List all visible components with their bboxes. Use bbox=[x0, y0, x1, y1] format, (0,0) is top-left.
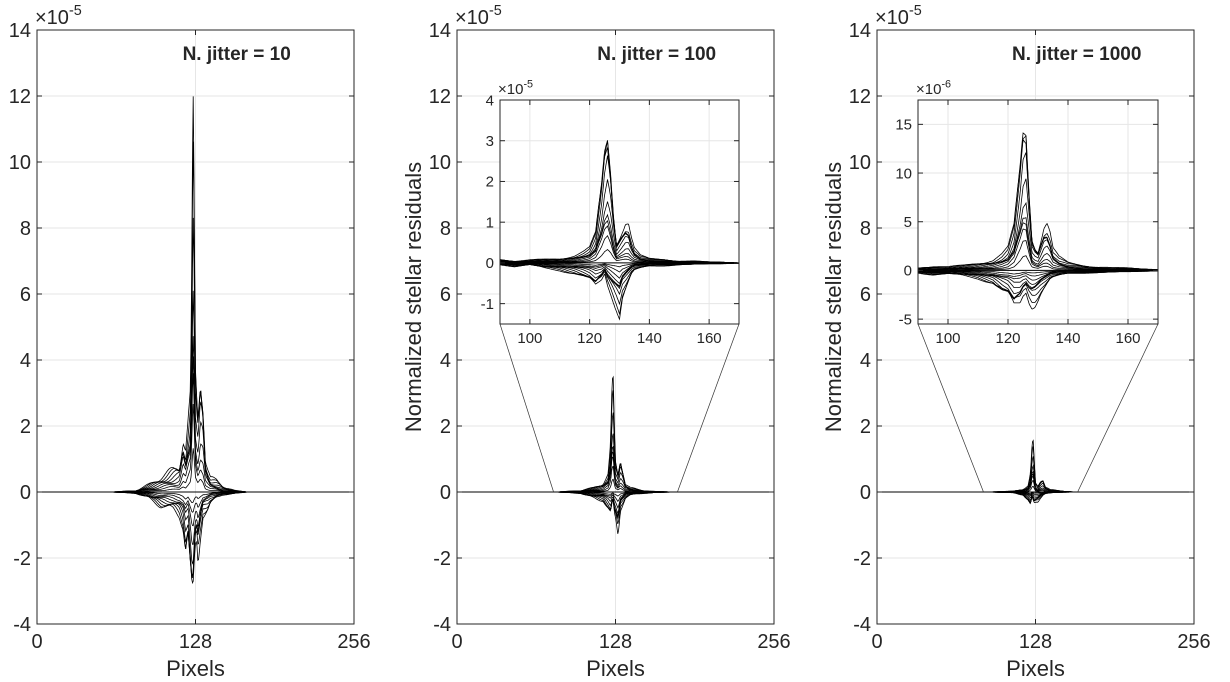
chart-panel-right-lower-trace bbox=[877, 491, 1194, 494]
x-tick-label: 160 bbox=[1115, 330, 1140, 347]
y-tick-label: -4 bbox=[13, 614, 31, 636]
y-tick-label: 1 bbox=[486, 214, 494, 231]
chart-panel-left-x-axis-label: Pixels bbox=[166, 656, 225, 681]
y-tick-label: 3 bbox=[486, 133, 494, 150]
y-tick-label: -2 bbox=[853, 548, 871, 570]
y-exponent-power: -5 bbox=[523, 78, 533, 90]
chart-panel-right-x-axis-label: Pixels bbox=[1006, 656, 1065, 681]
y-exponent-power: -6 bbox=[941, 78, 951, 90]
y-tick-label: 0 bbox=[20, 482, 31, 504]
y-tick-label: 12 bbox=[9, 86, 31, 108]
y-tick-label: 4 bbox=[20, 350, 31, 372]
chart-panel-middle-zoom-connector bbox=[677, 323, 740, 493]
y-tick-label: 0 bbox=[904, 263, 912, 280]
chart-panel-right-inset-lower-trace bbox=[918, 270, 1158, 275]
x-tick-label: 140 bbox=[1055, 330, 1080, 347]
chart-panel-right-y-axis-label: Normalized stellar residuals bbox=[821, 162, 846, 432]
y-tick-label: 10 bbox=[849, 152, 871, 174]
chart-panel-middle-zoom-connector bbox=[499, 323, 554, 493]
y-tick-label: 4 bbox=[486, 92, 494, 109]
y-tick-label: 0 bbox=[860, 482, 871, 504]
chart-panel-middle-x-axis-label: Pixels bbox=[586, 656, 645, 681]
y-exponent-power: -5 bbox=[909, 3, 922, 19]
x-tick-label: 100 bbox=[935, 330, 960, 347]
chart-panel-right-zoom-connector bbox=[917, 323, 984, 493]
chart-panel-middle-y-axis-label: Normalized stellar residuals bbox=[401, 162, 426, 432]
chart-panel-left-title: N. jitter = 10 bbox=[183, 44, 291, 65]
y-tick-label: -4 bbox=[853, 614, 871, 636]
x-tick-label: 120 bbox=[995, 330, 1020, 347]
y-tick-label: -1 bbox=[481, 296, 494, 313]
y-tick-label: 0 bbox=[440, 482, 451, 504]
chart-panel-right-inset-background bbox=[918, 100, 1158, 324]
y-tick-label: 10 bbox=[429, 152, 451, 174]
y-tick-label: 10 bbox=[9, 152, 31, 174]
chart-panel-right-zoom-connector bbox=[1077, 323, 1159, 493]
y-tick-label: 2 bbox=[20, 416, 31, 438]
y-tick-label: 8 bbox=[20, 218, 31, 240]
y-exponent-power: -5 bbox=[489, 3, 502, 19]
chart-panel-middle-inset-axis-box bbox=[499, 99, 740, 325]
y-tick-label: 12 bbox=[849, 86, 871, 108]
y-tick-label: 5 bbox=[904, 214, 912, 231]
x-tick-label: 0 bbox=[31, 631, 42, 653]
x-tick-label: 256 bbox=[757, 631, 790, 653]
chart-panel-right-inset-axis-box bbox=[917, 99, 1159, 325]
y-tick-label: 15 bbox=[895, 117, 912, 134]
y-tick-label: 8 bbox=[860, 218, 871, 240]
y-tick-label: 14 bbox=[849, 20, 871, 42]
chart-panel-middle-lower-trace bbox=[457, 491, 774, 497]
x-tick-label: 100 bbox=[517, 330, 542, 347]
y-tick-label: 4 bbox=[860, 350, 871, 372]
x-tick-label: 128 bbox=[1019, 631, 1052, 653]
y-tick-label: 2 bbox=[440, 416, 451, 438]
y-tick-label: 2 bbox=[486, 174, 494, 191]
x-tick-label: 0 bbox=[871, 631, 882, 653]
x-tick-label: 120 bbox=[577, 330, 602, 347]
y-tick-label: -2 bbox=[433, 548, 451, 570]
y-tick-label: 6 bbox=[440, 284, 451, 306]
y-exponent-label: ×10-5 bbox=[35, 3, 82, 29]
y-exponent-power: -5 bbox=[69, 3, 82, 19]
y-tick-label: -5 bbox=[899, 311, 912, 328]
y-tick-label: 6 bbox=[860, 284, 871, 306]
chart-panel-left: 0 128 256 -4 -2 0 2 4 6 8 10 12 14×10-5 N. jitter = 1… bbox=[9, 3, 371, 681]
x-tick-label: 128 bbox=[179, 631, 212, 653]
x-tick-label: 160 bbox=[697, 330, 722, 347]
y-tick-label: -2 bbox=[13, 548, 31, 570]
x-tick-label: 128 bbox=[599, 631, 632, 653]
chart-panel-left-lower-trace bbox=[37, 491, 354, 504]
y-tick-label: -4 bbox=[433, 614, 451, 636]
y-tick-label: 10 bbox=[895, 165, 912, 182]
x-tick-label: 256 bbox=[1177, 631, 1210, 653]
y-tick-label: 14 bbox=[429, 20, 451, 42]
y-tick-label: 6 bbox=[20, 284, 31, 306]
y-tick-label: 4 bbox=[440, 350, 451, 372]
y-tick-label: 0 bbox=[486, 255, 494, 272]
x-tick-label: 256 bbox=[337, 631, 370, 653]
x-tick-label: 0 bbox=[451, 631, 462, 653]
y-tick-label: 8 bbox=[440, 218, 451, 240]
x-tick-label: 140 bbox=[637, 330, 662, 347]
chart-panel-middle-title: N. jitter = 100 bbox=[597, 44, 716, 65]
chart-panel-middle-inset-lower-trace bbox=[500, 262, 739, 268]
chart-panel-right-title: N. jitter = 1000 bbox=[1012, 44, 1141, 65]
y-exponent-label: ×10-5 bbox=[875, 3, 922, 29]
y-exponent-label: ×10-5 bbox=[455, 3, 502, 29]
y-tick-label: 2 bbox=[860, 416, 871, 438]
chart-panel-middle-inset-background bbox=[500, 100, 739, 324]
y-tick-label: 14 bbox=[9, 20, 31, 42]
y-tick-label: 12 bbox=[429, 86, 451, 108]
